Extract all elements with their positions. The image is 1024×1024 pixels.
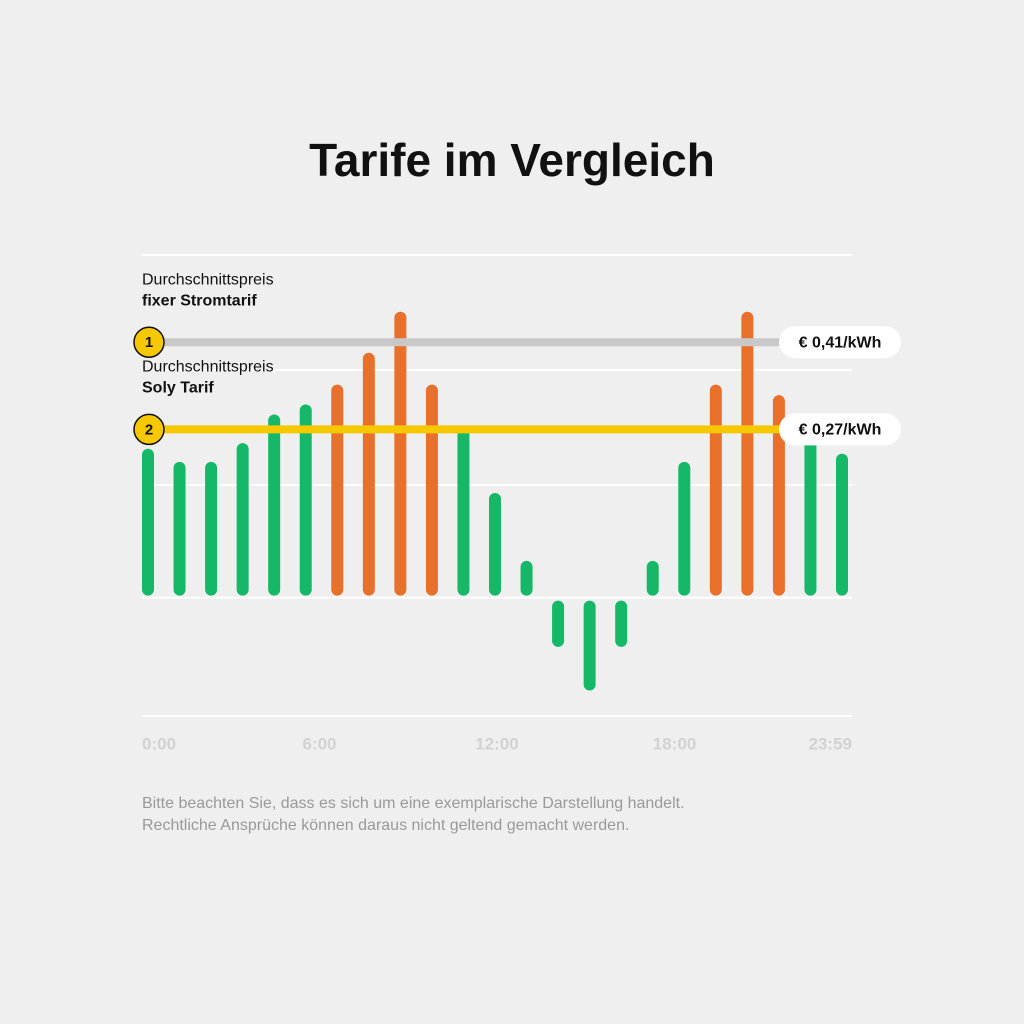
reference-marker: 2 [145, 421, 153, 438]
reference-badge [133, 413, 165, 446]
reference-label: Soly Tarif [142, 380, 214, 397]
bar [142, 448, 154, 596]
bar [520, 560, 533, 596]
reference-marker: 1 [145, 334, 153, 351]
reference-label: Durchschnittspreis [142, 359, 274, 376]
bar [457, 428, 470, 596]
value-pill [779, 326, 901, 359]
reference-label: Durchschnittspreis [142, 271, 274, 288]
reference-label: fixer Stromtarif [142, 292, 257, 309]
value-pill [779, 413, 901, 446]
bar [709, 384, 722, 596]
x-label: 0:00 [142, 734, 176, 753]
bar [394, 311, 407, 596]
bar [804, 420, 817, 596]
bar [268, 414, 281, 596]
footnote: Bitte beachten Sie, dass es sich um eine… [142, 795, 685, 812]
bar [678, 461, 691, 596]
bar [772, 395, 785, 596]
bar [173, 461, 186, 596]
x-label: 12:00 [475, 734, 518, 753]
bar [583, 600, 596, 691]
bar [489, 492, 501, 596]
x-label: 18:00 [653, 734, 696, 753]
reference-badge [133, 326, 165, 358]
bar [836, 453, 848, 596]
value-label: € 0,41/kWh [799, 334, 882, 351]
value-label: € 0,27/kWh [799, 422, 882, 439]
x-label: 23:59 [809, 734, 852, 753]
bar [362, 352, 375, 596]
grid [142, 254, 852, 717]
bar [205, 461, 218, 596]
bar [299, 404, 312, 596]
bar [552, 600, 565, 647]
bar [646, 560, 659, 596]
bar [425, 384, 438, 596]
bar [741, 311, 754, 596]
footnote: Rechtliche Ansprüche können daraus nicht… [142, 817, 629, 834]
bar [331, 384, 344, 596]
chart-title: Tarife im Vergleich [309, 134, 715, 186]
bar [615, 600, 628, 647]
bar [236, 443, 249, 596]
x-label: 6:00 [302, 734, 336, 753]
